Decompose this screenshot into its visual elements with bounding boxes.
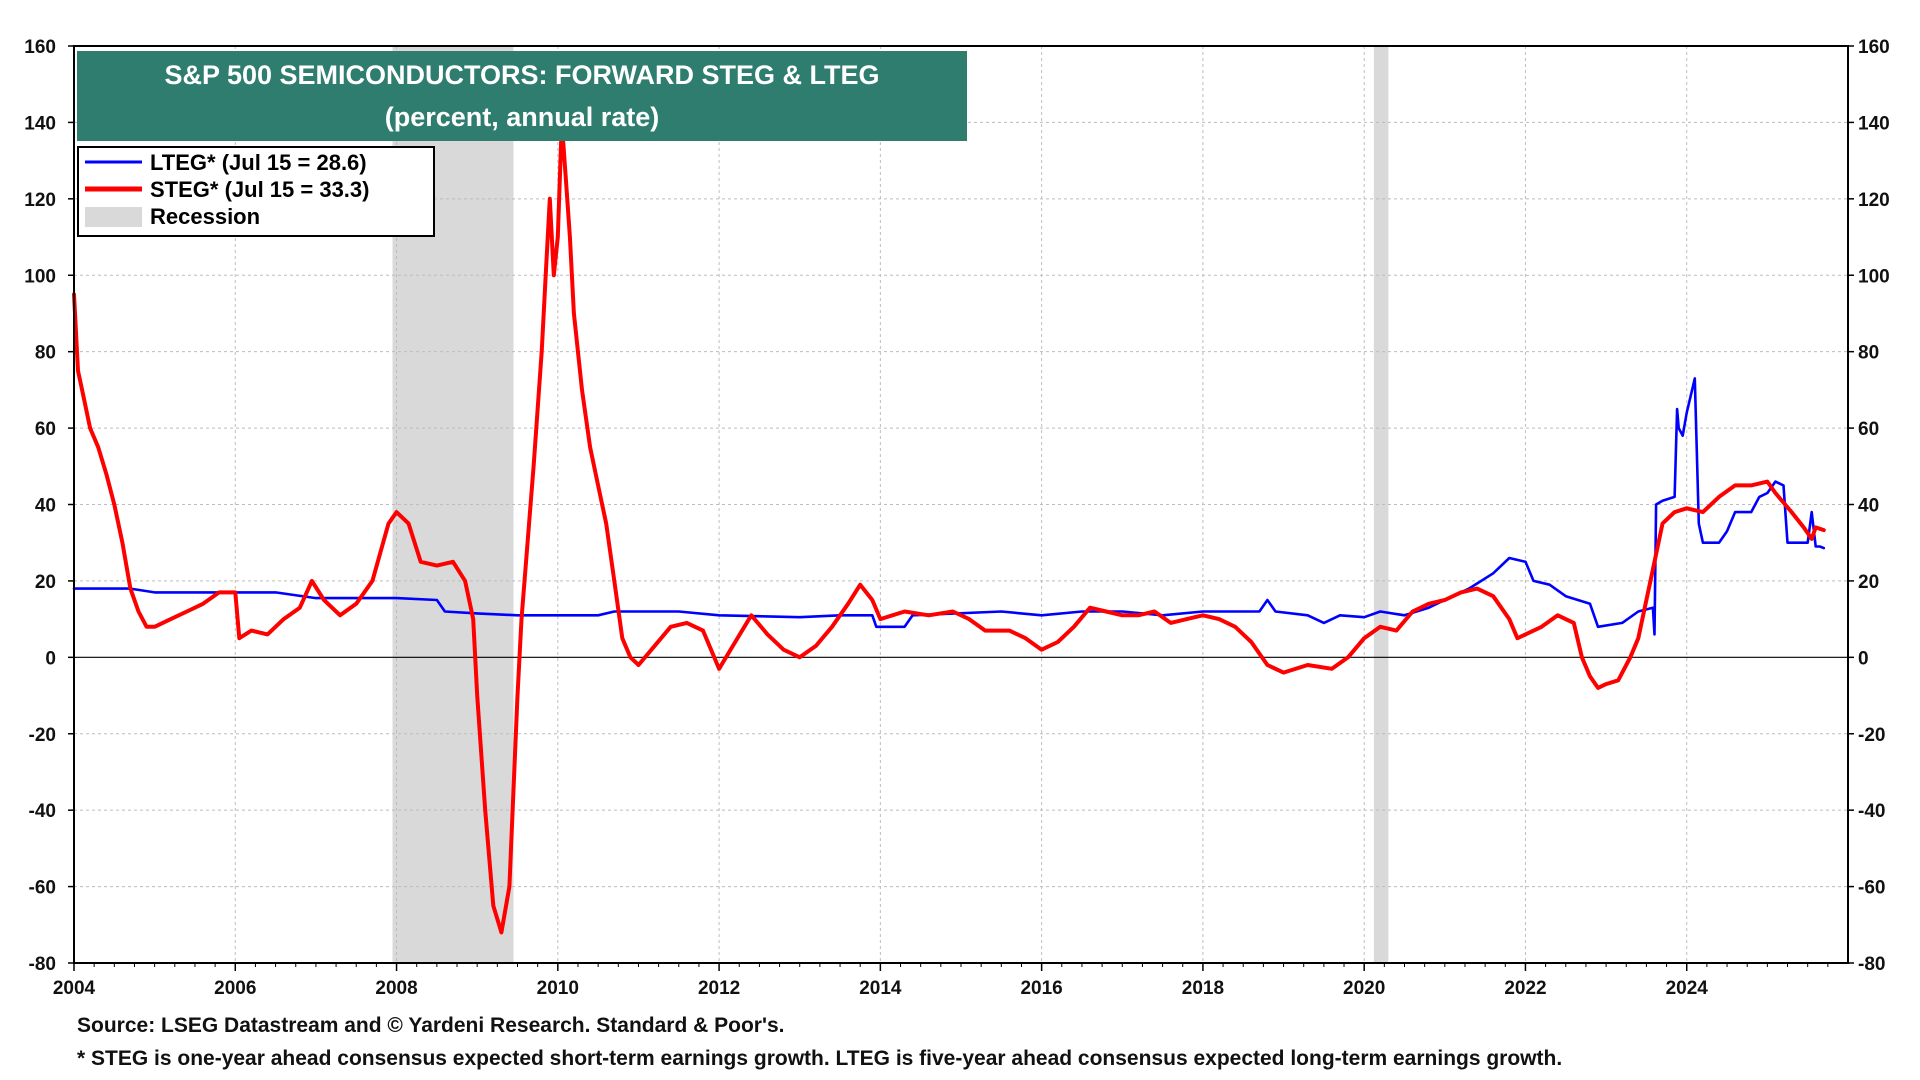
x-tick-label: 2010 [537,978,579,999]
chart-subtitle: (percent, annual rate) [385,102,660,132]
x-tick-label: 2008 [375,978,417,999]
y-tick-label-right: 140 [1858,113,1890,134]
y-tick-label-left: -80 [29,954,56,975]
y-tick-label-left: 60 [35,419,56,440]
y-tick-label-left: 160 [24,37,56,58]
legend-label-steg: STEG* (Jul 15 = 33.3) [150,177,369,202]
footnote: * STEG is one-year ahead consensus expec… [77,1047,1563,1070]
y-tick-label-left: -40 [29,801,56,822]
x-tick-label: 2016 [1020,978,1062,999]
x-tick-label: 2018 [1182,978,1224,999]
x-tick-label: 2006 [214,978,256,999]
y-axis-right: -80 -60 -40 -20 0 20 40 60 80 100 120 140 160 [1848,37,1890,975]
y-axis-left: -80 -60 -40 -20 0 20 40 60 80 100 120 140 160 [24,37,74,975]
x-axis: 2004 2006 2008 2010 2012 2014 2016 2018 2020 2022… [53,963,1829,999]
y-tick-label-right: 60 [1858,419,1879,440]
y-tick-label-right: -60 [1858,878,1885,899]
y-tick-label-right: -40 [1858,801,1885,822]
title-background [77,51,967,141]
legend: LTEG* (Jul 15 = 28.6) STEG* (Jul 15 = 33… [77,146,435,237]
y-tick-label-right: 80 [1858,343,1879,364]
y-tick-label-right: 100 [1858,266,1890,287]
legend-swatch-recession [85,207,142,227]
y-tick-label-left: -20 [29,725,56,746]
x-tick-label: 2024 [1666,978,1709,999]
y-tick-label-left: 20 [35,572,56,593]
series-line-steg [72,120,1826,935]
y-tick-label-left: 40 [35,496,56,517]
y-tick-label-left: 80 [35,343,56,364]
y-tick-label-right: 0 [1858,648,1869,669]
y-tick-label-right: 120 [1858,190,1890,211]
x-tick-label: 2012 [698,978,740,999]
y-tick-label-left: 100 [24,266,56,287]
y-tick-label-right: -20 [1858,725,1885,746]
legend-label-recession: Recession [150,204,260,229]
legend-label-lteg: LTEG* (Jul 15 = 28.6) [150,150,367,175]
x-tick-label: 2014 [859,978,902,999]
y-tick-label-right: -80 [1858,954,1885,975]
title-box: S&P 500 SEMICONDUCTORS: FORWARD STEG & L… [77,51,967,141]
y-tick-label-left: 0 [45,648,56,669]
source-note: Source: LSEG Datastream and © Yardeni Re… [77,1014,785,1037]
chart-title: S&P 500 SEMICONDUCTORS: FORWARD STEG & L… [164,60,879,90]
series-layer [72,120,1826,935]
y-tick-label-right: 20 [1858,572,1879,593]
y-tick-label-right: 160 [1858,37,1890,58]
series-line-lteg [72,377,1826,636]
x-tick-label: 2004 [53,978,96,999]
y-tick-label-left: 120 [24,190,56,211]
y-tick-label-right: 40 [1858,496,1879,517]
y-tick-label-left: 140 [24,113,56,134]
y-tick-label-left: -60 [29,878,56,899]
x-tick-label: 2022 [1504,978,1546,999]
x-tick-label: 2020 [1343,978,1385,999]
